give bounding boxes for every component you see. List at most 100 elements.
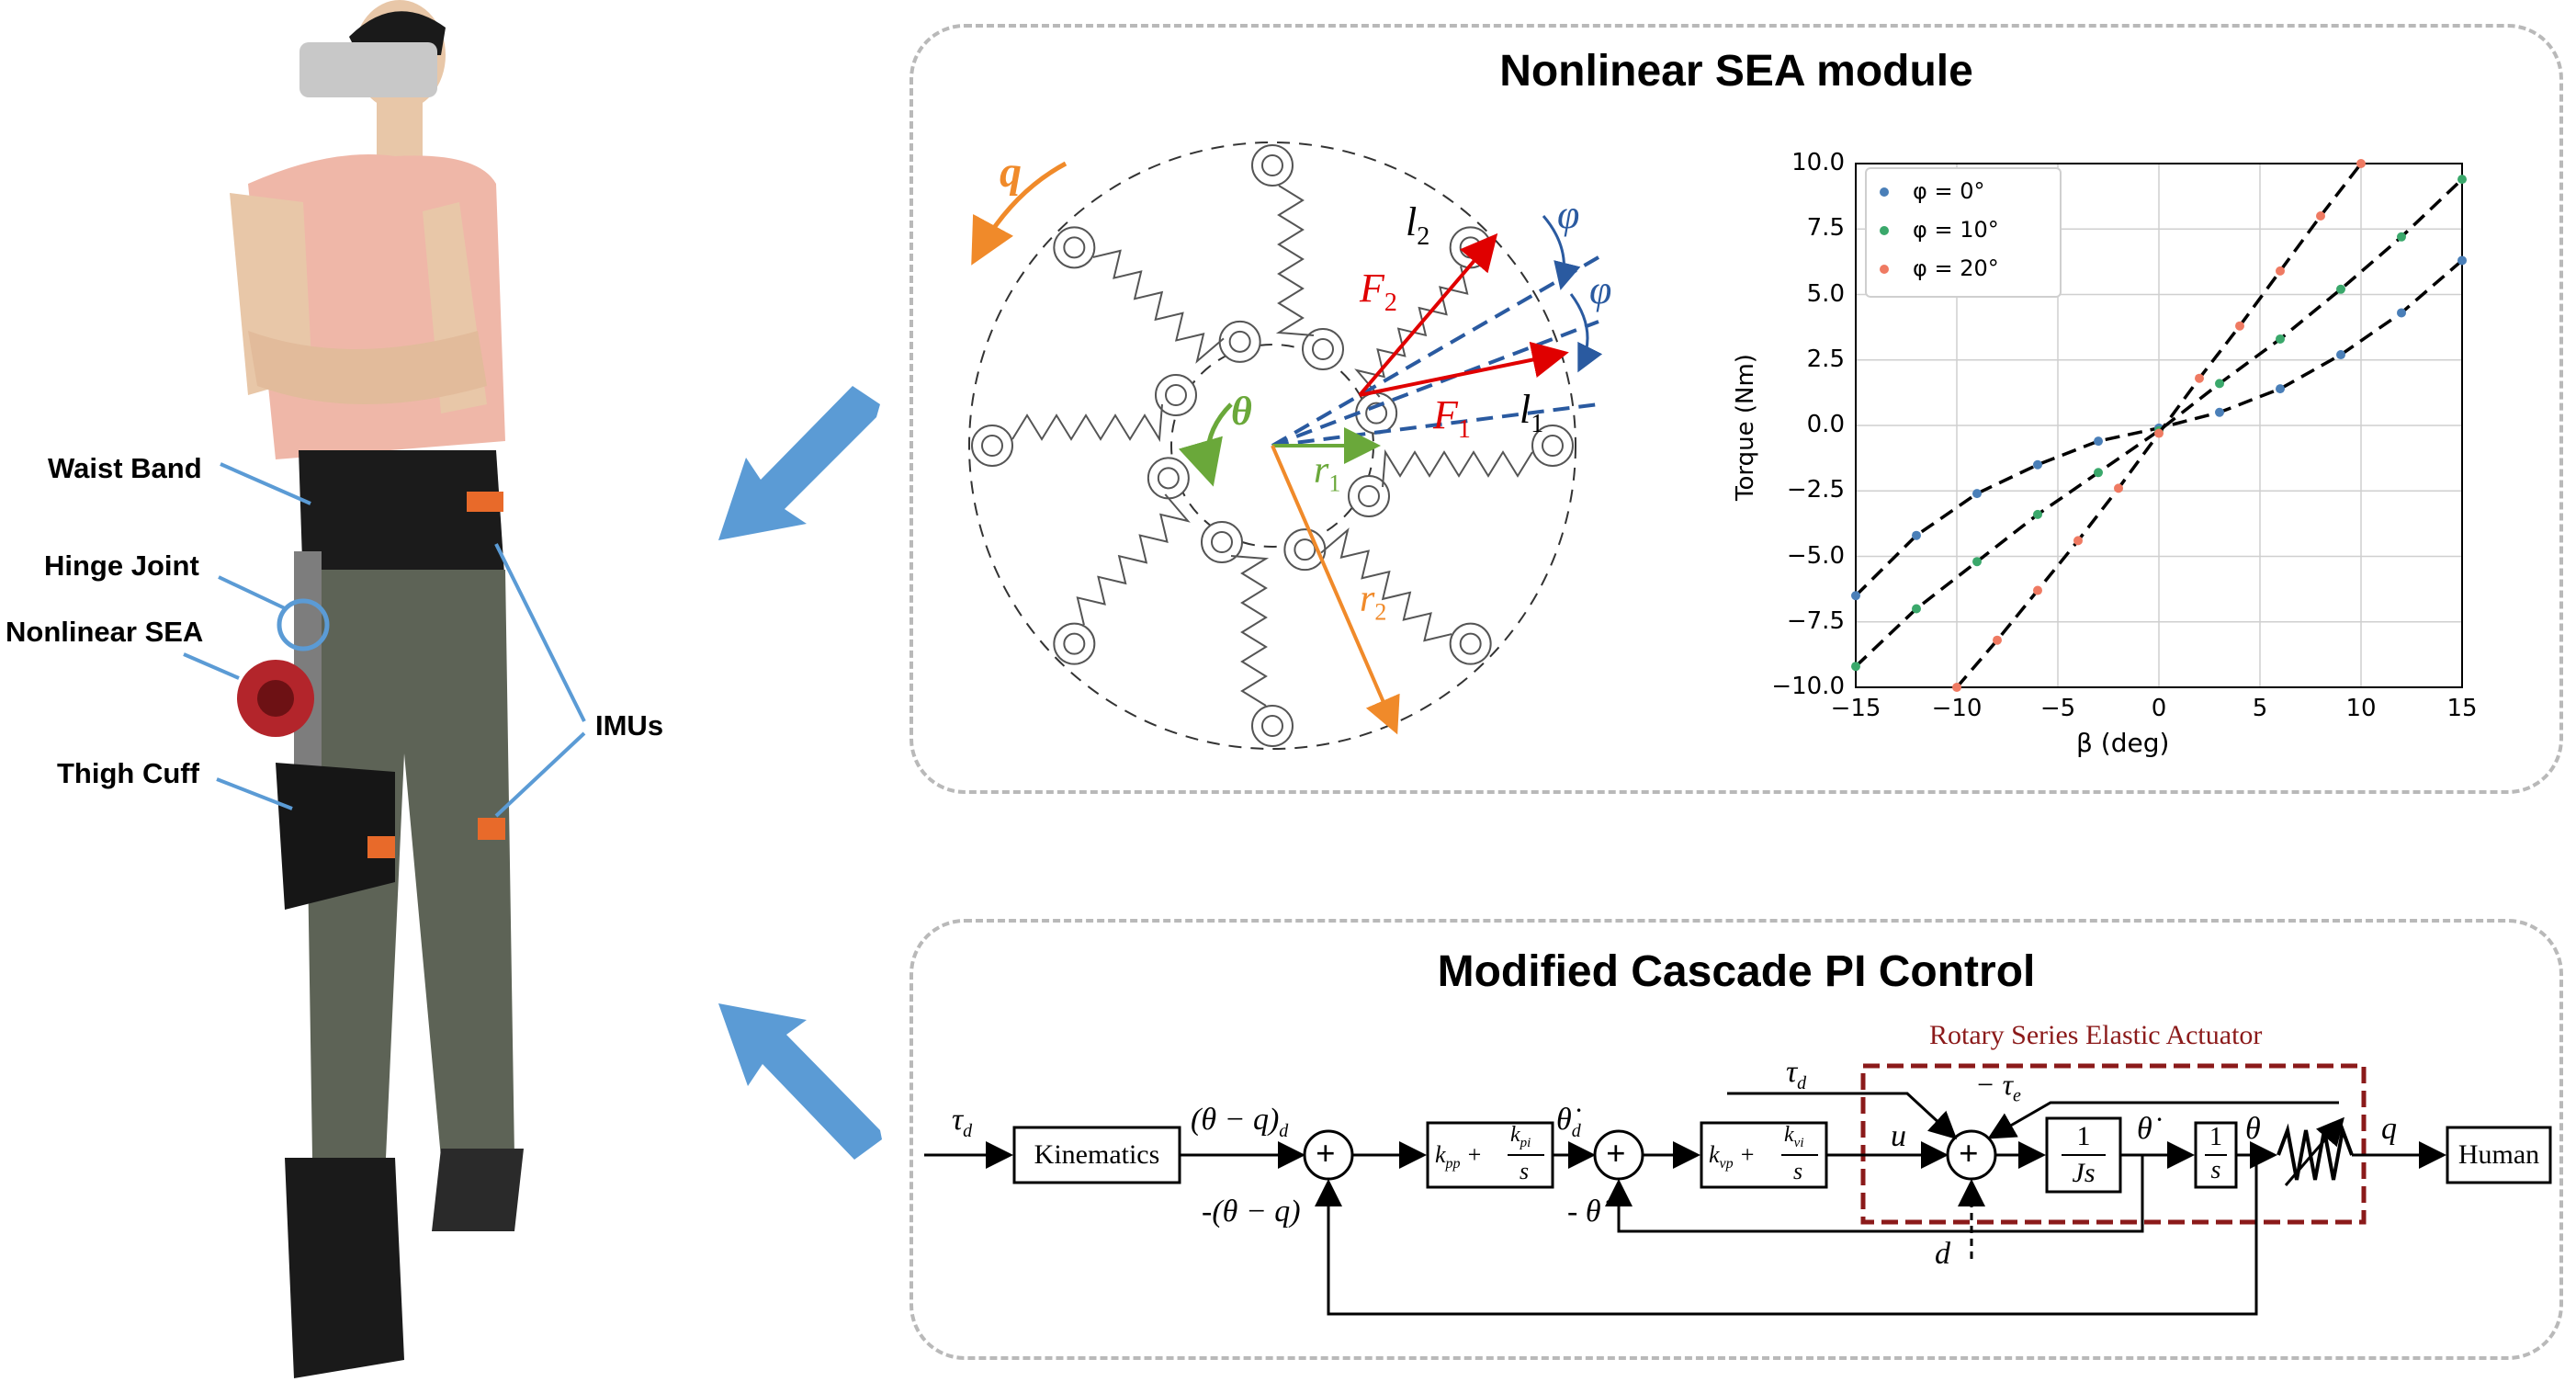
- human-block: Human: [2457, 1139, 2540, 1170]
- data-point: [2457, 175, 2467, 185]
- data-point: [2356, 159, 2366, 168]
- data-point: [2336, 350, 2345, 360]
- label-F1: F1: [1433, 392, 1471, 444]
- label-r2: r2: [1360, 578, 1387, 626]
- label-phi-bottom: φ: [1589, 267, 1612, 312]
- kvp-gain: kvp +: [1709, 1141, 1756, 1172]
- data-point: [2114, 483, 2123, 493]
- torque-chart: Torque (Nm) β (deg) 10.0 7.5 5.0 2.5 0.0 −2.5…: [1727, 138, 2499, 772]
- kvi-num: kvi: [1784, 1123, 1804, 1150]
- theta-q-d-label: (θ − q)d: [1191, 1103, 1289, 1141]
- spring-diagram: q θ φ φ l2 F2 F1 l1 r1 r2: [955, 129, 1635, 772]
- legend-text: φ = 10°: [1913, 217, 1999, 243]
- legend-marker: [1880, 226, 1889, 235]
- label-phi-top: φ: [1557, 192, 1580, 237]
- data-point: [1972, 557, 1982, 567]
- sea-module-panel: [910, 24, 2563, 794]
- label-thigh-cuff: Thigh Cuff: [57, 757, 199, 789]
- label-F2: F2: [1360, 266, 1397, 317]
- control-panel: [910, 919, 2563, 1360]
- data-point: [2336, 284, 2345, 294]
- data-point: [2397, 308, 2406, 318]
- y-tick-label: 10.0: [1791, 149, 1845, 176]
- y-tick-label: −5.0: [1786, 541, 1845, 570]
- y-tick-label: −2.5: [1786, 476, 1845, 504]
- legend-entry: φ = 10°: [1880, 217, 1999, 243]
- control-title: Modified Cascade PI Control: [1437, 947, 2036, 996]
- theta-label: θ: [2245, 1112, 2261, 1146]
- sea-module-title: Nonlinear SEA module: [1499, 47, 1973, 96]
- y-tick-label: −10.0: [1771, 673, 1845, 700]
- u-label: u: [1891, 1119, 1906, 1153]
- x-tick-label: 0: [2151, 695, 2167, 722]
- label-q: q: [1000, 148, 1022, 197]
- data-point: [1851, 662, 1860, 672]
- legend-text: φ = 0°: [1913, 178, 1985, 204]
- data-point: [2276, 334, 2285, 344]
- data-point: [2276, 384, 2285, 394]
- x-tick-label: −5: [2039, 695, 2076, 722]
- legend-entry: φ = 20°: [1880, 255, 1999, 281]
- neg-tau-e-label: − τe: [1975, 1068, 2021, 1106]
- x-tick-label: −10: [1931, 695, 1983, 722]
- data-point: [2195, 373, 2204, 383]
- tau-d-dist-label: τd: [1786, 1055, 1807, 1093]
- label-l2: l2: [1406, 199, 1430, 251]
- y-tick-label: 7.5: [1806, 214, 1845, 243]
- label-theta: θ: [1231, 389, 1252, 434]
- label-waist-band: Waist Band: [48, 452, 202, 484]
- label-imus: IMUs: [595, 709, 664, 742]
- x-tick-label: 10: [2345, 695, 2377, 722]
- kpp-gain: kpp +: [1435, 1141, 1483, 1172]
- kinematics-block: Kinematics: [1034, 1139, 1160, 1170]
- neg-theta-q-label: -(θ − q): [1202, 1195, 1301, 1229]
- data-point: [2094, 468, 2103, 478]
- plus-2: +: [1606, 1135, 1626, 1173]
- data-point: [2033, 459, 2042, 470]
- pointer-lines: [183, 462, 586, 818]
- kvi-den: s: [1793, 1158, 1803, 1184]
- arrow-to-control-icon: [718, 1003, 882, 1160]
- human-figure: [211, 0, 597, 1388]
- y-tick-label: 0.0: [1806, 411, 1845, 438]
- chart-legend: φ = 0° φ = 10° φ = 20°: [1865, 167, 2062, 298]
- arrow-to-sea-icon: [718, 386, 880, 540]
- kpi-den: s: [1520, 1158, 1530, 1184]
- data-point: [1851, 591, 1860, 601]
- legend-marker: [1880, 187, 1889, 197]
- integrator-den: s: [2210, 1156, 2221, 1184]
- data-point: [1993, 635, 2002, 645]
- inertia-den: Js: [2072, 1158, 2096, 1188]
- data-point: [2033, 585, 2042, 595]
- y-tick-label: 2.5: [1806, 345, 1845, 373]
- data-point: [2154, 428, 2164, 438]
- data-point: [2073, 536, 2083, 546]
- tau-d-input: τd: [952, 1103, 973, 1141]
- plot-frame: [1855, 163, 2463, 688]
- y-tick-label: −7.5: [1786, 606, 1845, 635]
- block-diagram: Rotary Series Elastic Actuator Kinematic…: [919, 1011, 2554, 1342]
- chart-xlabel: β (deg): [2076, 728, 2170, 758]
- data-point: [1972, 489, 1982, 499]
- q-output-label: q: [2381, 1112, 2397, 1146]
- plus-1: +: [1316, 1135, 1336, 1173]
- x-tick-label: 15: [2446, 695, 2478, 722]
- label-r1: r1: [1314, 449, 1341, 497]
- x-tick-label: −15: [1830, 695, 1881, 722]
- data-point: [2215, 407, 2224, 417]
- theta-dot-label: θ̇: [2137, 1112, 2152, 1146]
- data-point: [1912, 604, 1921, 614]
- neg-theta-dot-label: - θ̇: [1567, 1195, 1601, 1229]
- legend-entry: φ = 0°: [1880, 178, 1984, 204]
- theta-dot-d-label: θ̇d: [1556, 1103, 1581, 1141]
- rsea-label: Rotary Series Elastic Actuator: [1929, 1020, 2263, 1050]
- data-point: [2033, 509, 2042, 519]
- legend-text: φ = 20°: [1913, 255, 1999, 281]
- data-point: [1952, 683, 1961, 692]
- plus-3: +: [1959, 1135, 1979, 1173]
- data-point: [2457, 255, 2467, 266]
- data-point: [2235, 321, 2244, 331]
- data-point: [2316, 211, 2325, 221]
- data-point: [2276, 266, 2285, 276]
- kpi-num: kpi: [1510, 1123, 1531, 1150]
